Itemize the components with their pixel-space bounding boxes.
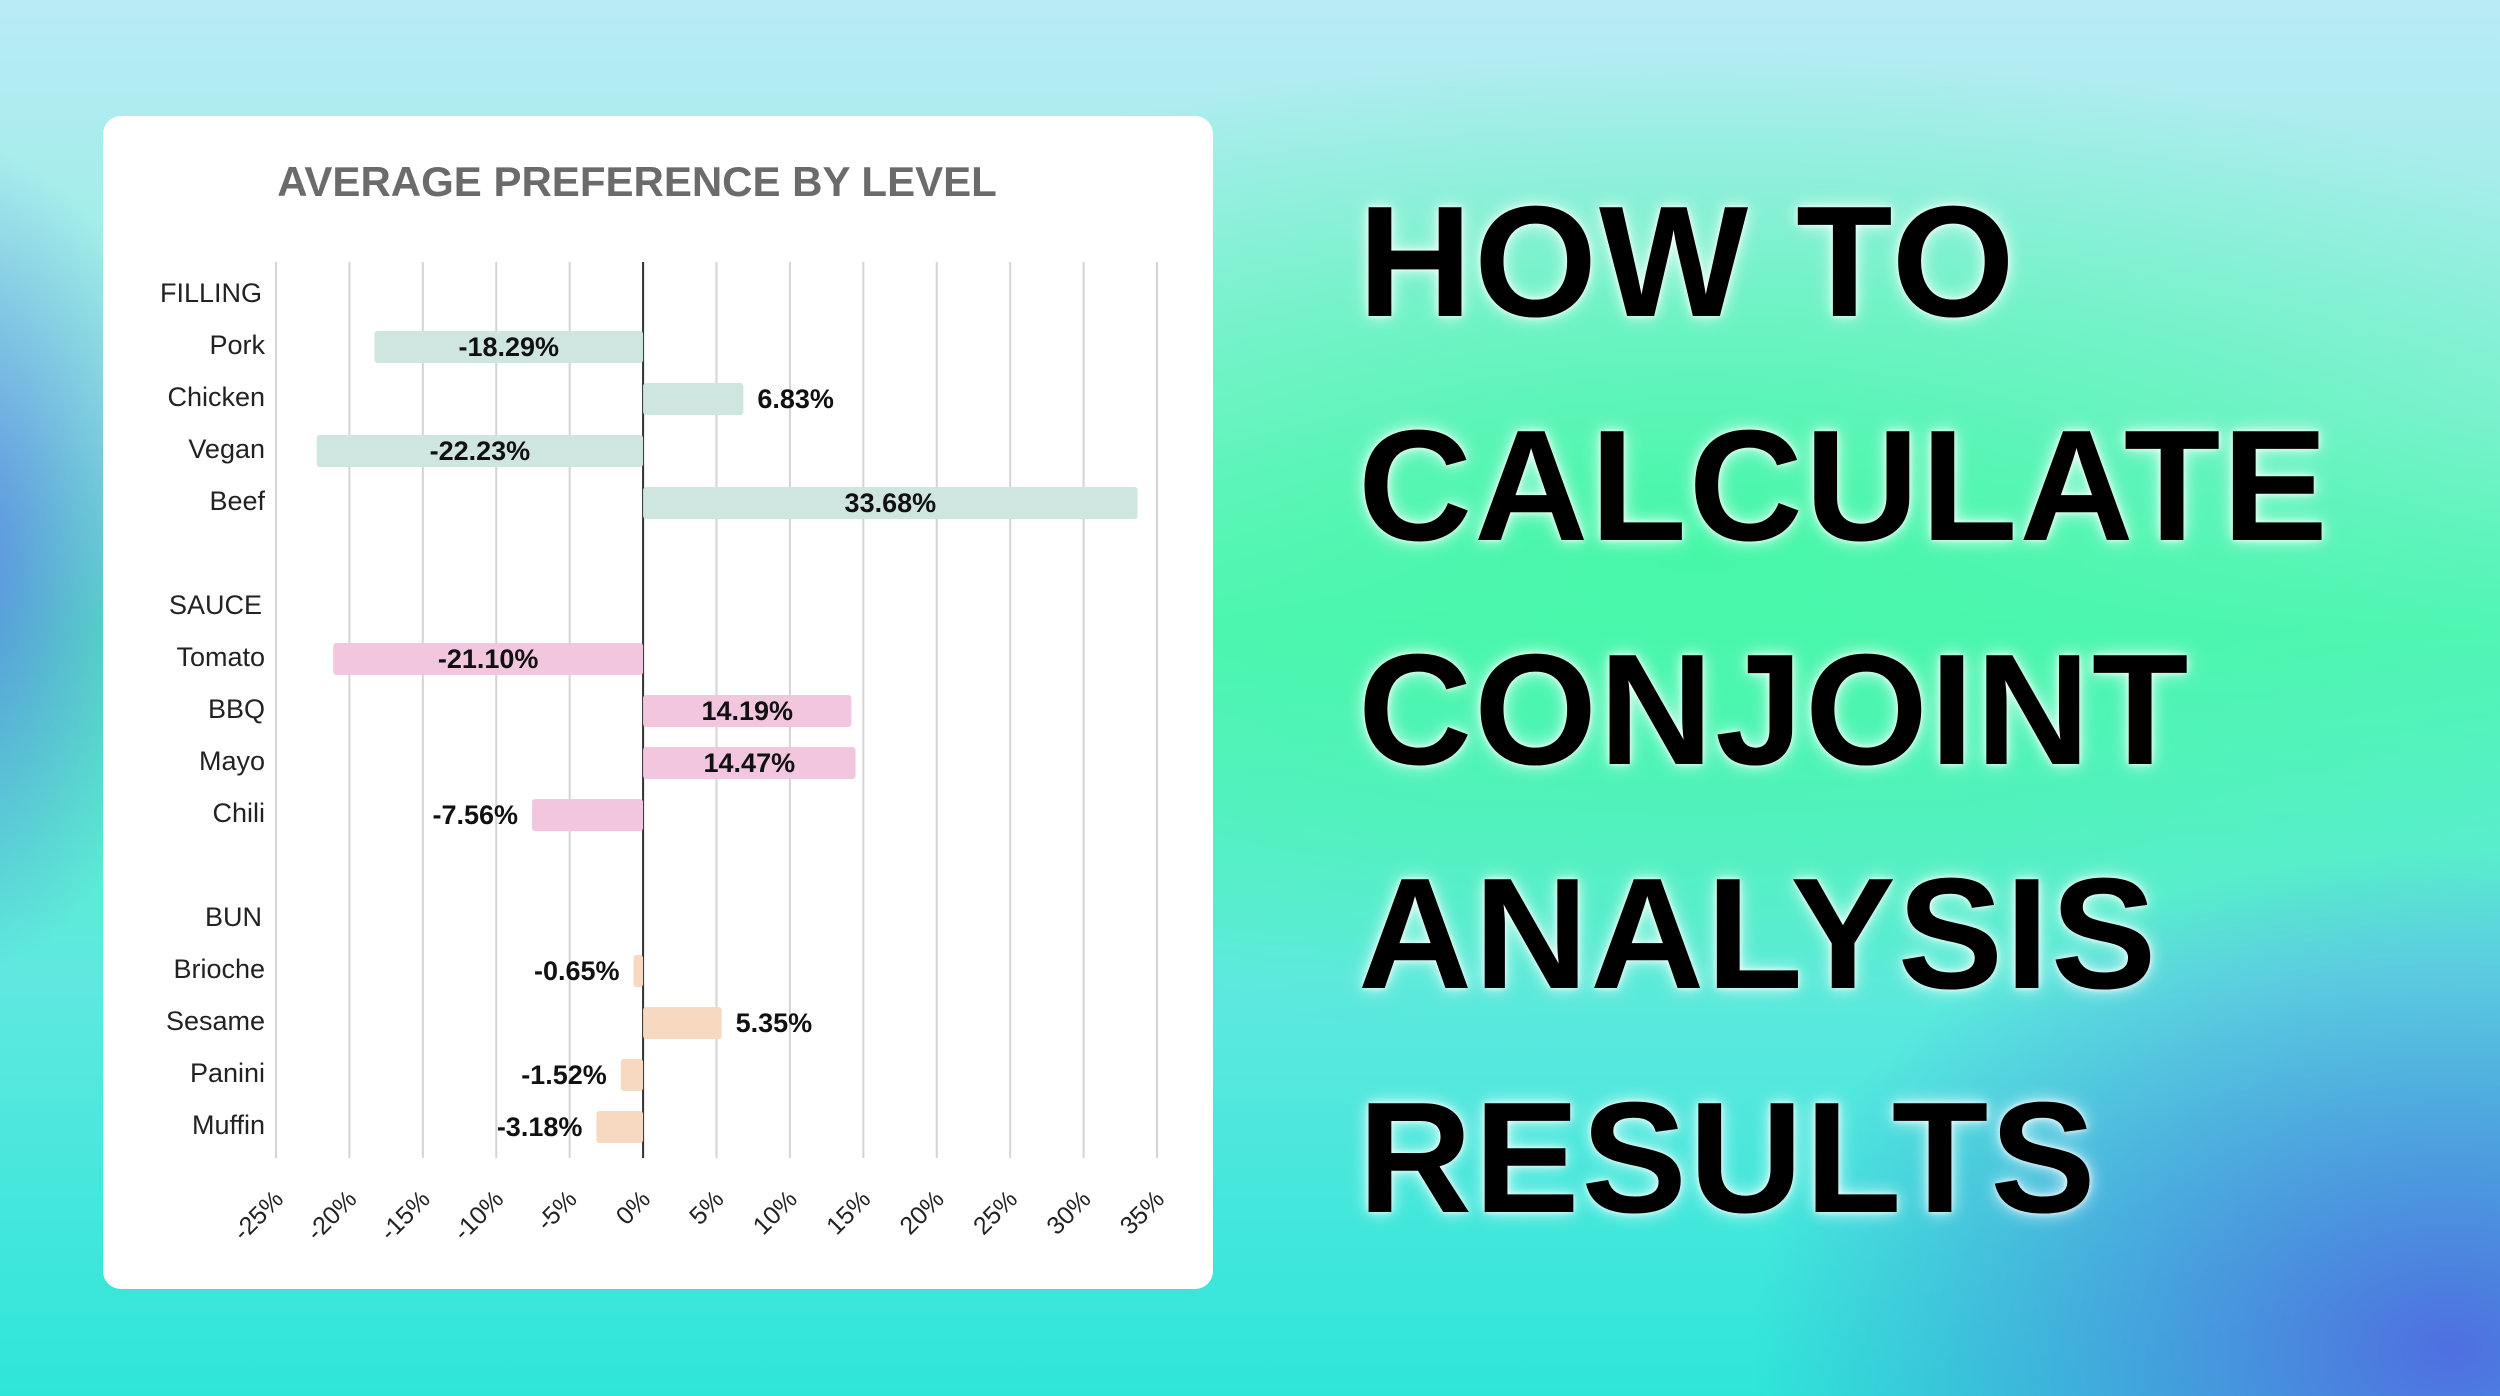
value-label: -7.56% [433,800,519,830]
bar [596,1111,644,1143]
category-label: Chili [212,798,265,828]
headline-line: ANALYSIS [1358,846,2159,1022]
headline-line: CALCULATE [1358,398,2330,574]
value-label: 5.35% [736,1008,813,1038]
category-label: BBQ [208,694,265,724]
category-label: Sesame [166,1006,265,1036]
chart-title: AVERAGE PREFERENCE BY LEVEL [277,158,997,205]
bar [333,643,644,675]
bar [643,383,744,415]
bar [374,331,644,363]
value-label: 14.47% [704,748,796,778]
bar [532,799,644,831]
group-label: SAUCE [169,590,262,620]
category-label: Chicken [167,382,265,412]
category-label: Vegan [188,434,265,464]
bar [316,435,644,467]
headline: HOW TO CALCULATE CONJOINT ANALYSIS RESULTS [1358,150,2330,1270]
group-label: BUN [205,902,262,932]
value-label: -0.65% [534,956,620,986]
value-label: -22.23% [430,436,531,466]
category-label: Pork [209,330,265,360]
headline-line: HOW TO [1358,174,2017,350]
category-label: Mayo [199,746,265,776]
category-label: Panini [190,1058,265,1088]
bar [643,747,856,779]
category-label: Muffin [192,1110,265,1140]
bar [643,487,1138,519]
value-label: 33.68% [845,488,937,518]
value-label: -3.18% [497,1112,583,1142]
value-label: 14.19% [701,696,793,726]
headline-line: RESULTS [1358,1070,2098,1246]
bar [633,955,644,987]
value-label: -18.29% [459,332,560,362]
bar [643,695,852,727]
bar [643,1007,722,1039]
value-label: 6.83% [757,384,834,414]
category-label: Beef [209,486,265,516]
headline-line: CONJOINT [1358,622,2191,798]
bar [620,1059,644,1091]
category-label: Tomato [176,642,265,672]
group-label: FILLING [160,278,262,308]
category-label: Brioche [173,954,265,984]
value-label: -1.52% [521,1060,607,1090]
value-label: -21.10% [438,644,539,674]
